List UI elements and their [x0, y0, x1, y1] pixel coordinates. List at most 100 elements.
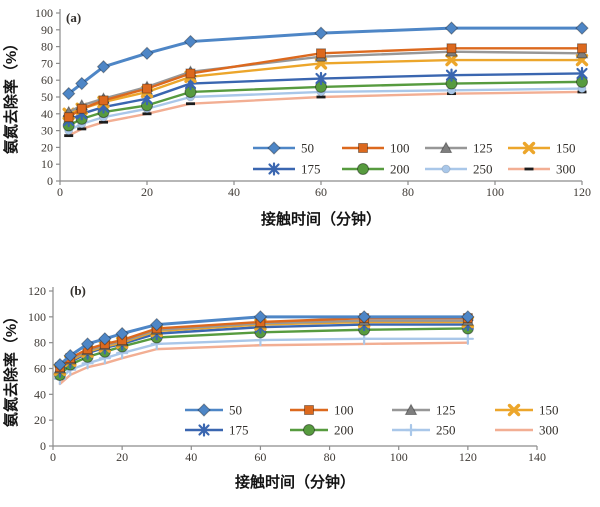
marker-asterisk — [198, 423, 210, 437]
y-tick-label: 50 — [41, 90, 53, 104]
marker-dash — [142, 112, 152, 116]
marker-diamond — [115, 326, 129, 341]
marker-x — [445, 53, 458, 67]
legend-label: 125 — [473, 141, 493, 156]
marker-diamond — [357, 310, 371, 324]
marker-diamond — [183, 34, 198, 49]
x-tick-label: 120 — [573, 185, 591, 199]
x-tick-label: 40 — [228, 185, 240, 199]
chart-a: (a) 氨氮去除率（%） 接触时间（分钟） 0 10 20 30 40 50 60 70 80 9… — [2, 6, 591, 228]
plot-area-a: 0 10 20 30 40 50 60 70 80 90 100 0 20 40 60 80 100 120 50 1… — [35, 6, 591, 199]
marker-asterisk — [576, 66, 588, 81]
y-tick-label: 10 — [41, 157, 53, 171]
marker-diamond — [80, 337, 95, 351]
axes: 0 20 40 60 80 100 120 0 20 40 60 80 100 120 140 — [28, 284, 546, 464]
marker-square — [98, 95, 109, 106]
legend-label: 50 — [301, 141, 314, 156]
marker-diamond — [253, 310, 268, 324]
legend-label: 250 — [436, 423, 456, 438]
marker-dash — [99, 120, 108, 124]
x-tick-label: 80 — [324, 450, 336, 464]
marker-dash — [186, 102, 195, 106]
legend-label: 150 — [539, 403, 559, 418]
y-tick-label: 120 — [28, 284, 46, 298]
legend-item-175: 175 — [185, 423, 249, 438]
legend-label: 200 — [334, 423, 354, 438]
marker-plus — [404, 423, 418, 437]
marker-diamond — [98, 332, 112, 346]
y-tick-label: 30 — [41, 124, 53, 138]
legend-item-150: 150 — [495, 403, 559, 418]
x-tick-label: 100 — [390, 450, 408, 464]
marker-asterisk — [445, 68, 458, 82]
x-tick-label: 40 — [185, 450, 197, 464]
marker-circle — [303, 424, 315, 436]
legend-label: 50 — [229, 403, 242, 418]
marker-square — [358, 143, 368, 153]
legend-label: 100 — [390, 141, 410, 156]
legend-label: 100 — [334, 403, 354, 418]
legend: 50 100 125 150 175 200 250 300 — [253, 141, 576, 177]
marker-x — [522, 141, 536, 155]
series-50 — [53, 310, 475, 372]
marker-dash — [64, 134, 74, 138]
x-tick-label: 0 — [57, 185, 63, 199]
panel-label-b: (b) — [70, 283, 86, 298]
legend-item-200: 200 — [342, 162, 410, 177]
panel-label-a: (a) — [66, 10, 81, 25]
marker-diamond — [63, 348, 77, 363]
marker-diamond — [197, 403, 211, 417]
marker-square — [185, 68, 196, 79]
marker-diamond — [61, 86, 76, 101]
marker-diamond — [75, 76, 89, 91]
y-tick-label: 80 — [41, 40, 53, 54]
marker-asterisk — [268, 162, 280, 176]
marker-diamond — [150, 317, 164, 332]
legend-label: 300 — [556, 162, 576, 177]
y-tick-label: 40 — [41, 107, 53, 121]
chart-b: (b) 氨氮去除率（%） 接触时间（分钟） 0 20 40 60 80 100 120 0 20… — [2, 283, 559, 491]
y-tick-label: 80 — [34, 336, 46, 350]
marker-diamond — [461, 310, 475, 324]
y-tick-label: 0 — [40, 439, 46, 453]
marker-diamond — [96, 60, 111, 74]
series-line — [67, 26, 584, 96]
series-50 — [61, 21, 589, 101]
legend-item-50: 50 — [253, 141, 314, 156]
legend-label: 150 — [556, 141, 576, 156]
marker-diamond — [140, 46, 154, 61]
legend-label: 200 — [390, 162, 410, 177]
legend-item-100: 100 — [290, 403, 354, 418]
y-tick-label: 100 — [28, 310, 46, 324]
legend-label: 125 — [436, 403, 456, 418]
legend-item-300: 300 — [508, 162, 576, 177]
x-axis-title-b: 接触时间（分钟） — [235, 473, 355, 491]
marker-x — [507, 403, 521, 417]
marker-circle-small — [441, 164, 451, 174]
y-tick-label: 60 — [34, 362, 46, 376]
x-tick-label: 80 — [402, 185, 414, 199]
legend-item-175: 175 — [253, 162, 321, 177]
legend-label: 300 — [539, 423, 559, 438]
marker-dash — [77, 127, 87, 131]
y-tick-label: 40 — [34, 387, 46, 401]
marker-triangle — [404, 403, 418, 415]
marker-square — [142, 83, 152, 94]
marker-square — [304, 405, 314, 415]
marker-diamond — [53, 357, 67, 372]
marker-square — [63, 112, 74, 123]
x-tick-label: 0 — [50, 450, 56, 464]
y-tick-label: 100 — [35, 6, 53, 20]
marker-square — [76, 103, 87, 114]
marker-plus — [358, 332, 371, 345]
legend-item-125: 125 — [392, 403, 456, 418]
marker-diamond — [267, 141, 281, 155]
marker-diamond — [575, 21, 589, 35]
marker-triangle — [575, 46, 589, 59]
marker-diamond — [444, 21, 459, 35]
legend-item-125: 125 — [425, 141, 493, 156]
x-tick-label: 120 — [459, 450, 477, 464]
legend-item-250: 250 — [392, 423, 456, 438]
marker-square — [446, 43, 457, 54]
marker-diamond — [314, 26, 328, 40]
